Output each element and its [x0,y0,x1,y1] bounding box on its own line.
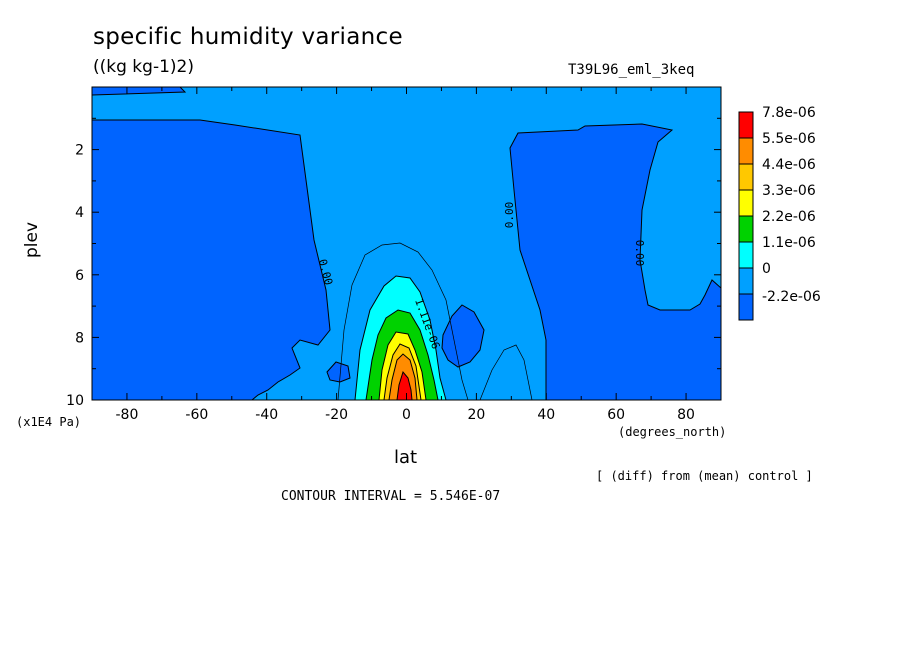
y-tick-label: 6 [75,268,84,284]
contour-label: 0.00 [633,240,646,267]
contour-interval: CONTOUR INTERVAL = 5.546E-07 [281,489,501,504]
legend-swatch [738,241,754,269]
thin-contour-outer [337,242,469,400]
chart-units: ((kg kg-1)2) [93,57,194,77]
legend-swatch [738,293,754,321]
negative-region-right [509,123,721,400]
legend-swatch [738,163,754,191]
x-tick-label: 80 [677,407,695,423]
x-tick-label: 20 [467,407,485,423]
legend-label: -2.2e-06 [762,289,821,305]
x-tick-label: -20 [325,407,348,423]
x-axis-unit: (degrees_north) [618,425,727,439]
thin-contour-right [479,344,533,400]
run-label: T39L96_eml_3keq [568,62,695,78]
negative-region-left [92,119,331,400]
color-legend: 7.8e-06 5.5e-06 4.4e-06 3.3e-06 2.2e-06 1.1e-… [738,105,821,321]
negative-patch-small [326,361,351,383]
legend-swatch [738,111,754,139]
contour-fields [92,87,721,400]
y-tick-label: 4 [75,205,84,221]
y-tick-label: 8 [75,330,84,346]
legend-label: 1.1e-06 [762,235,816,251]
x-tick-label: 0 [402,407,411,423]
x-tick-label: -40 [255,407,278,423]
negative-patch-center [441,304,485,368]
x-tick-label: -60 [185,407,208,423]
x-tick-label: 40 [537,407,555,423]
legend-label: 0 [762,261,771,277]
x-axis-label: lat [394,447,418,468]
y-tick-label: 10 [66,393,84,409]
legend-swatch [738,189,754,217]
y-axis-unit: (x1E4 Pa) [16,415,82,429]
legend-swatch [738,267,754,295]
x-tick-label: -80 [116,407,139,423]
legend-label: 4.4e-06 [762,157,816,173]
legend-swatch [738,215,754,243]
axes: -80 -60 -40 -20 0 20 40 60 80 2 4 6 8 10 [66,87,722,423]
legend-label: 7.8e-06 [762,105,816,121]
contour-label: 0.00 [503,202,516,229]
legend-label: 5.5e-06 [762,131,816,147]
y-tick-label: 2 [75,143,84,159]
level-7p8e-06 [396,370,413,400]
legend-label: 3.3e-06 [762,183,816,199]
legend-label: 2.2e-06 [762,209,816,225]
chart-title: specific humidity variance [93,24,403,50]
x-tick-label: 60 [607,407,625,423]
legend-swatch [738,137,754,165]
footnote: [ (diff) from (mean) control ] [596,469,813,483]
